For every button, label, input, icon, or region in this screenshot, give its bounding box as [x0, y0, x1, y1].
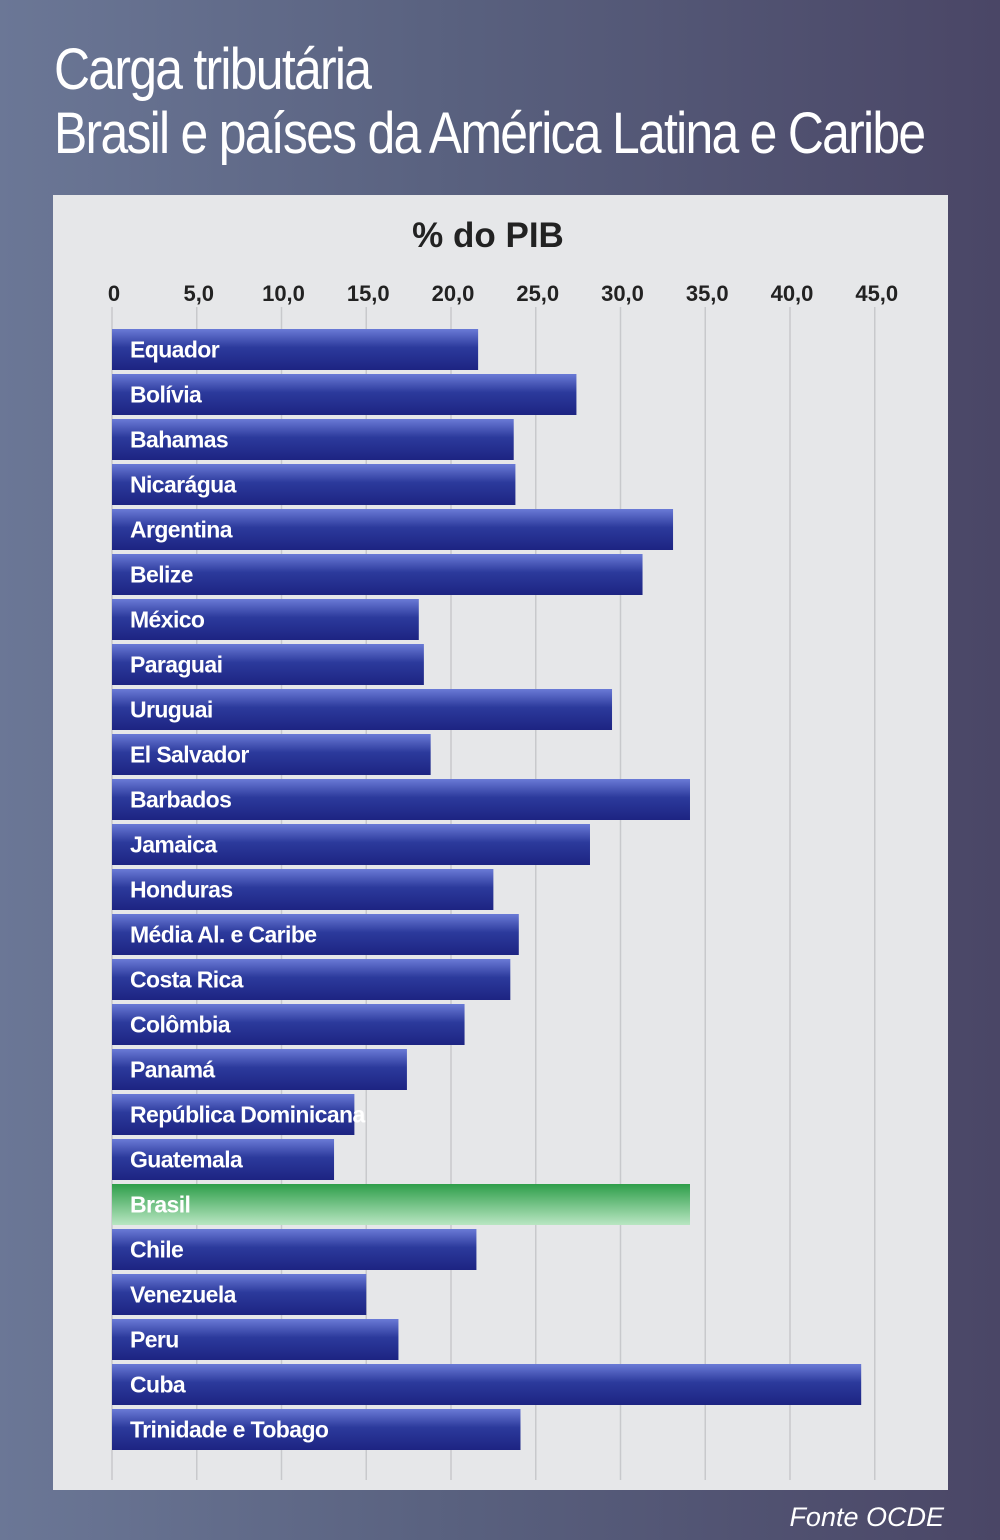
bars: Equador Bolívia Bahamas Nicarágua Argentina B… [112, 329, 862, 1450]
bar [112, 554, 643, 595]
x-tick-label: 20,0 [432, 281, 475, 306]
bar [112, 1094, 355, 1135]
bar [112, 419, 514, 460]
bar-category-label: Bolívia [130, 382, 202, 408]
bar-category-label: Paraguai [130, 652, 222, 678]
bar-category-label: Chile [130, 1237, 183, 1263]
x-tick-label: 40,0 [771, 281, 814, 306]
bar-category-label: Equador [130, 337, 220, 363]
bar [112, 689, 613, 730]
x-tick-label: 15,0 [347, 281, 390, 306]
chart-panel: % do PIB 0 5,0 10,0 15,0 20,0 25,0 30,0 35,0 40,… [53, 195, 948, 1490]
bar [112, 1049, 407, 1090]
source-note: Fonte OCDE [789, 1502, 944, 1532]
bar-category-label: Cuba [130, 1372, 186, 1398]
title-line-1: Carga tributária [54, 37, 372, 102]
axis-unit-title: % do PIB [412, 216, 564, 255]
bar-category-label: Venezuela [130, 1282, 237, 1308]
bar [112, 1274, 367, 1315]
x-tick-label: 10,0 [262, 281, 305, 306]
bar-category-label: Bahamas [130, 427, 228, 453]
x-tick-label: 45,0 [855, 281, 898, 306]
bar [112, 599, 419, 640]
x-tick-label: 25,0 [516, 281, 559, 306]
bar [112, 1409, 521, 1450]
bar-category-label: El Salvador [130, 742, 249, 768]
bar [112, 734, 431, 775]
bar-category-label: Belize [130, 562, 193, 588]
bar-category-label: México [130, 607, 205, 633]
x-tick-label: 35,0 [686, 281, 729, 306]
bar [112, 959, 511, 1000]
bar [112, 1364, 862, 1405]
bar [112, 374, 577, 415]
bar [112, 509, 674, 550]
bar-category-label: Peru [130, 1327, 179, 1353]
bar-category-label: Média Al. e Caribe [130, 922, 316, 948]
title-line-2: Brasil e países da América Latina e Cari… [54, 101, 926, 166]
bar [112, 1229, 477, 1270]
bar-category-label: Uruguai [130, 697, 213, 723]
bar [112, 1319, 399, 1360]
x-tick-label: 30,0 [601, 281, 644, 306]
bar-category-label: Jamaica [130, 832, 217, 858]
bar-chart: % do PIB 0 5,0 10,0 15,0 20,0 25,0 30,0 35,0 40,… [108, 216, 898, 1480]
bar-category-label: Barbados [130, 787, 231, 813]
chart-title: Carga tributária Brasil e países da Amér… [54, 37, 926, 166]
bar-category-label: Nicarágua [130, 472, 237, 498]
bar [112, 1139, 335, 1180]
bar-category-label: Brasil [130, 1192, 190, 1218]
bar [112, 464, 516, 505]
bar [112, 1004, 465, 1045]
x-axis-tick-labels: 0 5,0 10,0 15,0 20,0 25,0 30,0 35,0 40,0 45,0 [108, 281, 898, 306]
bar-category-label: Trinidade e Tobago [130, 1417, 329, 1443]
bar [112, 824, 590, 865]
bar-category-label: Costa Rica [130, 967, 244, 993]
bar-category-label: Argentina [130, 517, 233, 543]
bar [112, 329, 479, 370]
bar-highlight [112, 1184, 690, 1225]
x-tick-label: 5,0 [183, 281, 214, 306]
x-tick-label: 0 [108, 281, 120, 306]
bar [112, 914, 519, 955]
bar-category-label: Honduras [130, 877, 233, 903]
bar [112, 644, 424, 685]
bar-category-label: Panamá [130, 1057, 215, 1083]
bar-category-label: Guatemala [130, 1147, 243, 1173]
bar-category-label: Colômbia [130, 1012, 231, 1038]
bar-category-label: República Dominicana [130, 1102, 365, 1128]
bar [112, 779, 690, 820]
bar [112, 869, 494, 910]
